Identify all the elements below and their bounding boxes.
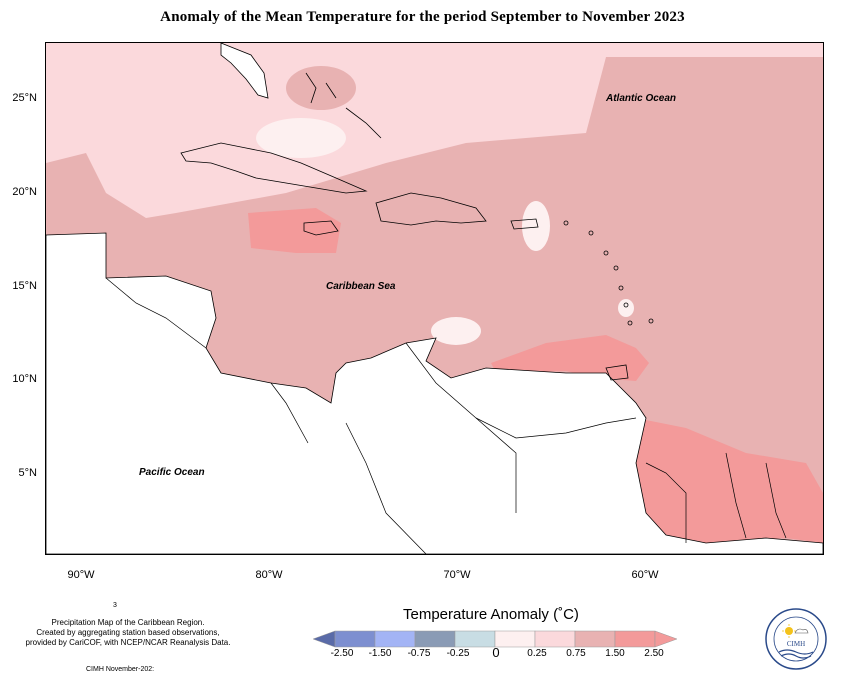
land-trinidad bbox=[605, 364, 629, 381]
legend-swatch-1 bbox=[334, 630, 376, 648]
legend-arrow-high bbox=[654, 630, 678, 648]
label-pacific-ocean: Pacific Ocean bbox=[139, 467, 205, 478]
y-tick-20n: 20°N bbox=[12, 186, 37, 198]
anomaly-near-zero-cuba bbox=[256, 118, 346, 158]
legend-swatch-7 bbox=[574, 630, 616, 648]
legend-swatch-8 bbox=[614, 630, 656, 648]
note-superscript: 3 bbox=[113, 602, 117, 609]
land-lesser-antilles bbox=[563, 220, 654, 326]
legend-label-1: -2.50 bbox=[330, 648, 354, 659]
map-panel bbox=[45, 42, 824, 555]
note-line-2: Created by aggregating station based obs… bbox=[36, 628, 220, 637]
land-bahamas bbox=[305, 72, 382, 139]
anomaly-warm-venezuela-coast bbox=[491, 335, 649, 381]
x-tick-70w: 70°W bbox=[443, 569, 471, 581]
label-caribbean-sea: Caribbean Sea bbox=[326, 281, 396, 292]
legend-label-2: -1.50 bbox=[368, 648, 392, 659]
anomaly-warm-bahamas bbox=[286, 66, 356, 110]
y-tick-10n: 10°N bbox=[12, 373, 37, 385]
legend-title: Temperature Anomaly (˚C) bbox=[403, 606, 579, 623]
land-florida bbox=[220, 43, 269, 99]
legend-swatch-4 bbox=[454, 630, 496, 648]
anomaly-map bbox=[46, 43, 823, 554]
land-puerto-rico bbox=[510, 218, 539, 230]
country-borders bbox=[105, 277, 787, 554]
legend-label-3: -0.75 bbox=[407, 648, 431, 659]
x-tick-90w: 90°W bbox=[67, 569, 95, 581]
land-cuba bbox=[180, 142, 368, 194]
legend-swatch-2 bbox=[374, 630, 416, 648]
legend-label-4: -0.25 bbox=[446, 648, 470, 659]
y-tick-15n: 15°N bbox=[12, 280, 37, 292]
x-tick-80w: 80°W bbox=[255, 569, 283, 581]
legend-swatch-5 bbox=[494, 630, 536, 648]
legend-swatch-3 bbox=[414, 630, 456, 648]
anomaly-near-zero-aruba bbox=[431, 317, 481, 345]
legend-label-6: 0.25 bbox=[527, 648, 547, 659]
y-tick-25n: 25°N bbox=[12, 92, 37, 104]
note-credit: CIMH November-202: bbox=[86, 666, 155, 673]
land-hispaniola bbox=[375, 192, 487, 226]
cimh-logo-icon: CIMH bbox=[765, 608, 827, 670]
logo-text: CIMH bbox=[787, 640, 805, 648]
anomaly-warm-jamaica bbox=[248, 208, 341, 253]
anomaly-near-zero-puerto-rico bbox=[522, 201, 550, 251]
legend-swatch-6 bbox=[534, 630, 576, 648]
legend-arrow-low bbox=[313, 630, 336, 648]
label-atlantic-ocean: Atlantic Ocean bbox=[606, 93, 677, 104]
map-title: Anomaly of the Mean Temperature for the … bbox=[160, 9, 685, 25]
y-tick-5n: 5°N bbox=[18, 467, 37, 479]
anomaly-warm-guianas bbox=[636, 418, 823, 543]
land-mainland bbox=[46, 232, 823, 554]
legend-label-7: 0.75 bbox=[566, 648, 586, 659]
anomaly-light-band-north bbox=[46, 43, 823, 218]
land-jamaica bbox=[303, 220, 339, 236]
note-line-3: provided by CariCOF, with NCEP/NCAR Rean… bbox=[25, 638, 231, 647]
legend-label-8: 1.50 bbox=[605, 648, 625, 659]
legend-label-5: 0 bbox=[492, 645, 500, 660]
note-line-1: Precipitation Map of the Caribbean Regio… bbox=[51, 618, 205, 627]
legend-label-9: 2.50 bbox=[644, 648, 664, 659]
anomaly-light-band-west bbox=[46, 43, 76, 118]
anomaly-near-zero-lesser-antilles bbox=[618, 299, 634, 317]
x-tick-60w: 60°W bbox=[631, 569, 659, 581]
note-description: Precipitation Map of the Caribbean Regio… bbox=[8, 618, 248, 648]
legend-colorbar bbox=[313, 630, 678, 648]
